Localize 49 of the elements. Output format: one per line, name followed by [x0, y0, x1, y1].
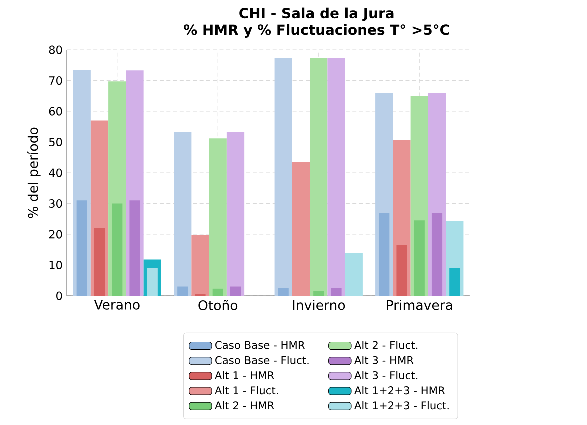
legend-label: Caso Base - Fluct.: [216, 356, 309, 364]
legend-label: Alt 1 - HMR: [215, 371, 274, 380]
bar: [396, 245, 408, 296]
bar: [76, 200, 88, 296]
bar: [274, 58, 292, 296]
legend-label: Alt 2 - Fluct.: [354, 341, 418, 350]
legend-label: Alt 3 - Fluct.: [354, 371, 418, 380]
x-tick-label: Verano: [94, 300, 140, 310]
legend-label: Alt 1 - Fluct.: [215, 386, 278, 395]
y-tick-label: 30: [49, 199, 62, 208]
y-tick-label: 80: [49, 46, 62, 54]
y-tick-label: 60: [49, 107, 62, 116]
y-tick-label: 50: [49, 138, 62, 147]
legend-label: Alt 3 - HMR: [354, 356, 414, 364]
bar: [331, 288, 342, 296]
x-tick-label: Primavera: [387, 300, 452, 310]
y-tick-label: 0: [56, 292, 62, 300]
y-tick-label: 40: [49, 168, 62, 178]
bar: [212, 288, 224, 296]
legend-label: Caso Base - HMR: [216, 341, 306, 350]
legend-label: Alt 1+2+3 - HMR: [354, 386, 446, 395]
bar: [209, 138, 227, 296]
bar: [278, 288, 289, 296]
y-axis-title: % del período: [27, 128, 41, 218]
bar: [328, 58, 346, 296]
chart-subtitle: % HMR y % Fluctuaciones T° >5°C: [184, 24, 450, 38]
bar: [94, 228, 106, 296]
y-tick-label: 10: [50, 260, 62, 270]
bar: [314, 291, 324, 296]
bar: [310, 58, 328, 296]
y-tick-label: 20: [49, 230, 62, 239]
bar: [414, 220, 425, 296]
bar: [112, 204, 123, 296]
legend-label: Alt 2 - HMR: [215, 401, 274, 410]
bar: [226, 132, 245, 296]
bar: [130, 200, 140, 296]
bar: [345, 252, 363, 296]
y-tick-label: 70: [50, 76, 62, 86]
legend-label: Alt 1+2+3 - Fluct.: [354, 401, 449, 410]
x-tick-label: Invierno: [293, 300, 346, 310]
bar: [379, 212, 390, 296]
bar: [178, 286, 188, 296]
bar: [292, 162, 310, 296]
chart-title: CHI - Sala de la Jura: [240, 8, 394, 22]
bar: [174, 132, 192, 296]
bar: [230, 286, 242, 296]
x-tick-label: Otoño: [198, 300, 238, 311]
bar: [192, 235, 210, 296]
bar: [432, 212, 443, 296]
